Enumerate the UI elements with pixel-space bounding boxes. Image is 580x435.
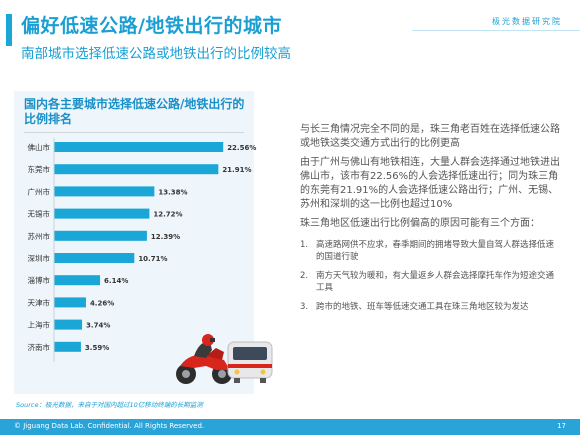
category-label: 苏州市 [28, 231, 51, 241]
bar [54, 319, 83, 330]
category-label: 深圳市 [28, 253, 51, 263]
footer-bar: © Jiguang Data Lab. Confidential. All Ri… [0, 419, 580, 435]
bar-group: 佛山市 22.56% 东莞市 21.91% 广州市 13.38% 无锡市 12.72% 苏州市 1… [28, 142, 256, 352]
category-label: 济南市 [28, 342, 51, 352]
value-label: 12.72% [153, 211, 182, 219]
reasons-heading: 珠三角地区低速出行比例偏高的原因可能有三个方面： [300, 218, 540, 229]
category-label: 广州市 [28, 186, 51, 196]
bar [54, 253, 135, 263]
brand-divider [412, 30, 580, 31]
category-label: 东莞市 [28, 164, 51, 174]
category-label: 天津市 [28, 297, 51, 307]
source-note: Source：极光数据，来自于对国内超过10亿移动终端的长期监测 [16, 401, 203, 409]
value-label: 12.39% [151, 233, 180, 241]
bar [54, 297, 86, 308]
value-label: 10.71% [138, 255, 167, 263]
paragraph-details: 由于广州与佛山有地铁相连，大量人群会选择通过地铁进出佛山市，该市有22.56%的… [300, 157, 560, 210]
bar [54, 341, 81, 352]
value-label: 6.14% [104, 277, 128, 285]
value-label: 13.38% [158, 188, 187, 196]
category-label: 佛山市 [28, 142, 51, 152]
paragraph-comparison: 与长三角情况完全不同的是，珠三角老百姓在选择低速公路或地铁这类交通方式出行的比例… [300, 124, 560, 149]
page-number: 17 [557, 422, 566, 430]
reason-item: 2. 南方天气较为暖和，有大量返乡人群会选择摩托车作为短途交通工具 [300, 271, 555, 293]
bar [54, 208, 150, 219]
chart-title: 国内各主要城市选择低速公路/地铁出行的比例排名 [24, 97, 245, 126]
title-accent-bar [6, 14, 12, 46]
value-label: 21.91% [222, 166, 251, 174]
brand-label: 极光数据研究院 [492, 17, 562, 26]
bar [54, 142, 224, 152]
value-label: 3.74% [86, 322, 110, 330]
motorcycle-illustration [176, 334, 232, 384]
bar [54, 275, 101, 286]
page-title: 偏好低速公路/地铁出行的城市 [21, 15, 282, 37]
page-subtitle: 南部城市选择低速公路或地铁出行的比例较高 [21, 46, 291, 62]
value-label: 4.26% [90, 299, 114, 307]
category-label: 上海市 [28, 320, 51, 330]
category-label: 无锡市 [28, 209, 51, 219]
reason-item: 3. 跨市的地铁、班车等低速交通工具在珠三角地区较为发达 [300, 302, 529, 312]
category-label: 淄博市 [28, 275, 51, 285]
value-label: 3.59% [85, 344, 109, 352]
value-label: 22.56% [227, 144, 256, 152]
bar [54, 164, 219, 175]
subway-train-illustration [227, 341, 273, 383]
reason-item: 1. 高速路网供不应求，春季期间的拥堵导致大量自驾人群选择低速的国道行驶 [300, 240, 555, 262]
bar [54, 230, 147, 241]
copyright-text: © Jiguang Data Lab. Confidential. All Ri… [14, 422, 205, 430]
bar [54, 186, 155, 197]
chart-title-divider [24, 132, 244, 133]
analysis-text: 与长三角情况完全不同的是，珠三角老百姓在选择低速公路或地铁这类交通方式出行的比例… [300, 123, 562, 320]
reasons-list: 1. 高速路网供不应求，春季期间的拥堵导致大量自驾人群选择低速的国道行驶 2. 南方… [300, 239, 562, 313]
